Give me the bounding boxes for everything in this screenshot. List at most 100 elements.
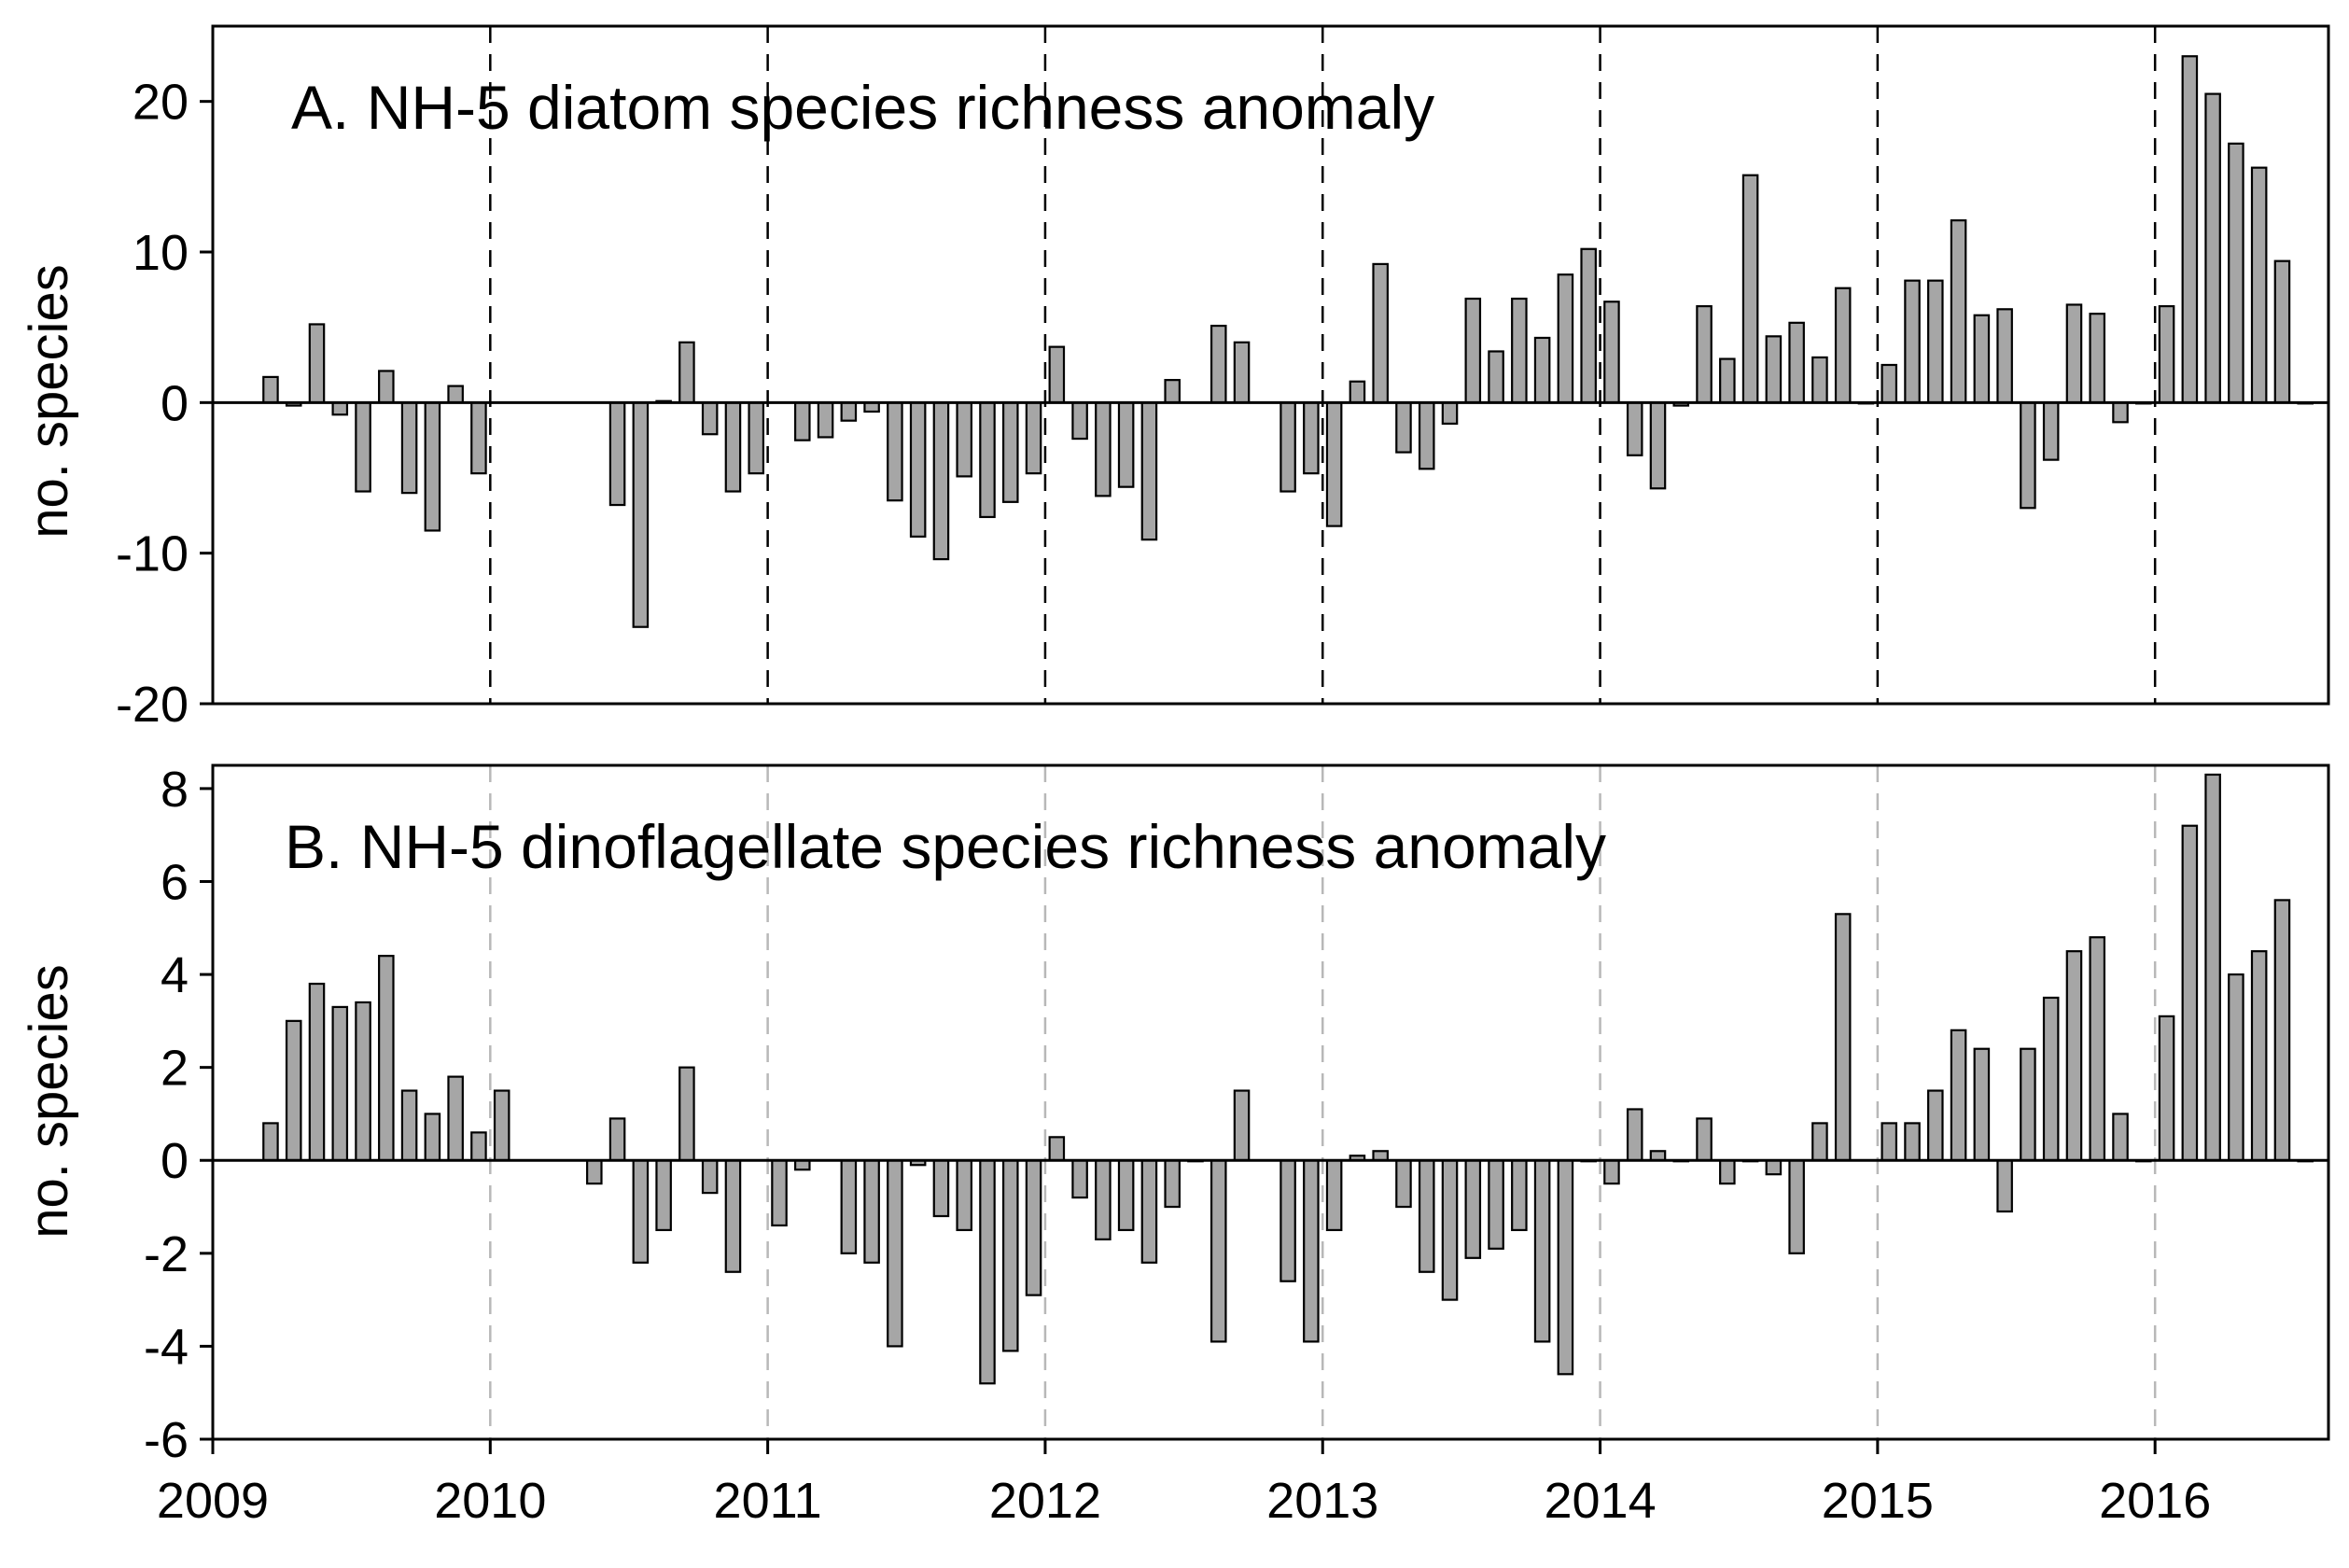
bar-2013-06 xyxy=(1441,1159,1459,1301)
bar-2013-01 xyxy=(1325,1159,1343,1232)
y-tick-label: 10 xyxy=(133,225,189,281)
bar-2011-03 xyxy=(817,401,834,439)
bar-2012-04 xyxy=(1117,401,1135,488)
bar-2013-09 xyxy=(1511,297,1528,404)
bar-2009-04 xyxy=(285,1019,302,1162)
bar-2014-01 xyxy=(1603,301,1620,404)
y-tick-label: -20 xyxy=(116,677,189,733)
bar-2016-01 xyxy=(2158,304,2175,404)
x-tick-label: 2016 xyxy=(2099,1473,2211,1529)
bar-2010-08 xyxy=(655,1159,672,1232)
bar-2015-03 xyxy=(1927,1089,1944,1162)
bar-2010-07 xyxy=(632,1159,650,1264)
bar-2011-04 xyxy=(840,401,858,422)
bar-2016-04 xyxy=(2228,973,2244,1162)
bar-2016-02 xyxy=(2181,824,2199,1162)
bar-2009-03 xyxy=(262,375,279,404)
x-axis: 2009 2010 2011 2012 2013 2014 2015 2016 xyxy=(157,1439,2211,1529)
bar-2011-07 xyxy=(909,401,927,539)
bar-2013-08 xyxy=(1488,1159,1504,1250)
bar-2015-06 xyxy=(1996,1159,2013,1213)
bar-2012-06 xyxy=(1164,379,1181,404)
bar-2014-05 xyxy=(1696,304,1713,404)
bar-2016-04 xyxy=(2228,142,2244,404)
bar-2009-09 xyxy=(400,401,418,495)
bar-2012-09 xyxy=(1233,1089,1251,1162)
bar-2011-11 xyxy=(1001,401,1019,503)
bar-2013-01 xyxy=(1325,401,1343,527)
bar-2011-08 xyxy=(932,401,950,561)
panel-b-plot-frame xyxy=(211,763,2330,1441)
bar-2012-04 xyxy=(1117,1159,1135,1232)
bar-2012-01 xyxy=(1048,345,1066,404)
bar-2013-10 xyxy=(1533,1159,1551,1343)
bar-2011-10 xyxy=(979,1159,996,1385)
bar-2016-06 xyxy=(2273,899,2291,1162)
bar-2014-09 xyxy=(1788,321,1805,404)
bar-2013-10 xyxy=(1533,336,1551,404)
y-tick-label: 2 xyxy=(161,1041,189,1097)
y-tick-label: 0 xyxy=(161,1133,189,1189)
bar-2009-08 xyxy=(378,370,395,404)
bar-2011-12 xyxy=(1025,401,1042,475)
bar-2010-06 xyxy=(608,1117,626,1162)
bar-2015-06 xyxy=(1996,308,2013,404)
x-tick-label: 2012 xyxy=(989,1473,1101,1529)
bar-2009-06 xyxy=(331,401,349,416)
bar-2015-05 xyxy=(1973,1047,1991,1162)
bar-2015-11 xyxy=(2112,401,2129,424)
bar-2013-06 xyxy=(1441,401,1459,426)
bar-2011-02 xyxy=(794,401,811,441)
bar-2009-12 xyxy=(470,1131,487,1162)
bar-2014-10 xyxy=(1811,356,1828,404)
bar-2010-09 xyxy=(678,1066,695,1162)
panel-a-plot-frame xyxy=(211,24,2330,706)
bar-2015-04 xyxy=(1950,219,1967,404)
bar-2015-02 xyxy=(1904,1122,1921,1162)
x-tick-label: 2010 xyxy=(434,1473,546,1529)
bar-2015-10 xyxy=(2089,313,2106,404)
bar-2010-11 xyxy=(724,1159,742,1273)
y-tick-label: 20 xyxy=(133,75,189,131)
bar-2012-12 xyxy=(1303,1159,1320,1343)
bar-2010-10 xyxy=(701,401,719,436)
x-tick-label: 2013 xyxy=(1266,1473,1378,1529)
y-tick-label: 4 xyxy=(161,947,189,1003)
bar-2011-06 xyxy=(887,1159,903,1348)
bar-2013-07 xyxy=(1464,1159,1482,1259)
bar-2010-07 xyxy=(632,401,650,628)
bar-2012-03 xyxy=(1095,1159,1112,1240)
bar-2013-05 xyxy=(1418,401,1435,470)
bar-2014-10 xyxy=(1811,1122,1828,1162)
bar-2012-06 xyxy=(1164,1159,1181,1209)
panel-a-y-axis-ticks: -20 -10 0 10 20 xyxy=(116,75,213,733)
bar-2015-10 xyxy=(2089,936,2106,1162)
bar-2011-04 xyxy=(840,1159,858,1254)
bar-2009-05 xyxy=(308,323,326,404)
panel-a-y-axis-label: no. species xyxy=(19,264,79,538)
bar-2009-05 xyxy=(308,982,326,1162)
bar-2011-12 xyxy=(1025,1159,1042,1296)
bar-2014-02 xyxy=(1626,1108,1643,1162)
bar-2011-08 xyxy=(932,1159,950,1218)
bar-2009-10 xyxy=(424,1113,441,1162)
bar-2009-07 xyxy=(355,401,371,493)
y-tick-label: -4 xyxy=(144,1319,189,1375)
bar-2016-06 xyxy=(2273,259,2291,404)
x-tick-label: 2015 xyxy=(1822,1473,1934,1529)
bar-2014-05 xyxy=(1696,1117,1713,1162)
bar-2011-11 xyxy=(1001,1159,1019,1352)
bar-2014-08 xyxy=(1765,335,1783,404)
bar-2012-09 xyxy=(1233,341,1251,404)
bar-2010-01 xyxy=(493,1089,510,1162)
bar-2016-03 xyxy=(2204,773,2221,1162)
bar-2014-08 xyxy=(1765,1159,1783,1176)
bar-2015-09 xyxy=(2065,950,2083,1162)
bar-2014-09 xyxy=(1788,1159,1805,1254)
bar-2009-03 xyxy=(262,1122,279,1162)
panel-b-y-axis-ticks: -6 -4 -2 0 2 4 6 8 xyxy=(144,762,213,1468)
y-tick-label: 0 xyxy=(161,375,189,431)
bar-2012-08 xyxy=(1209,1159,1227,1343)
bar-2015-02 xyxy=(1904,279,1921,404)
